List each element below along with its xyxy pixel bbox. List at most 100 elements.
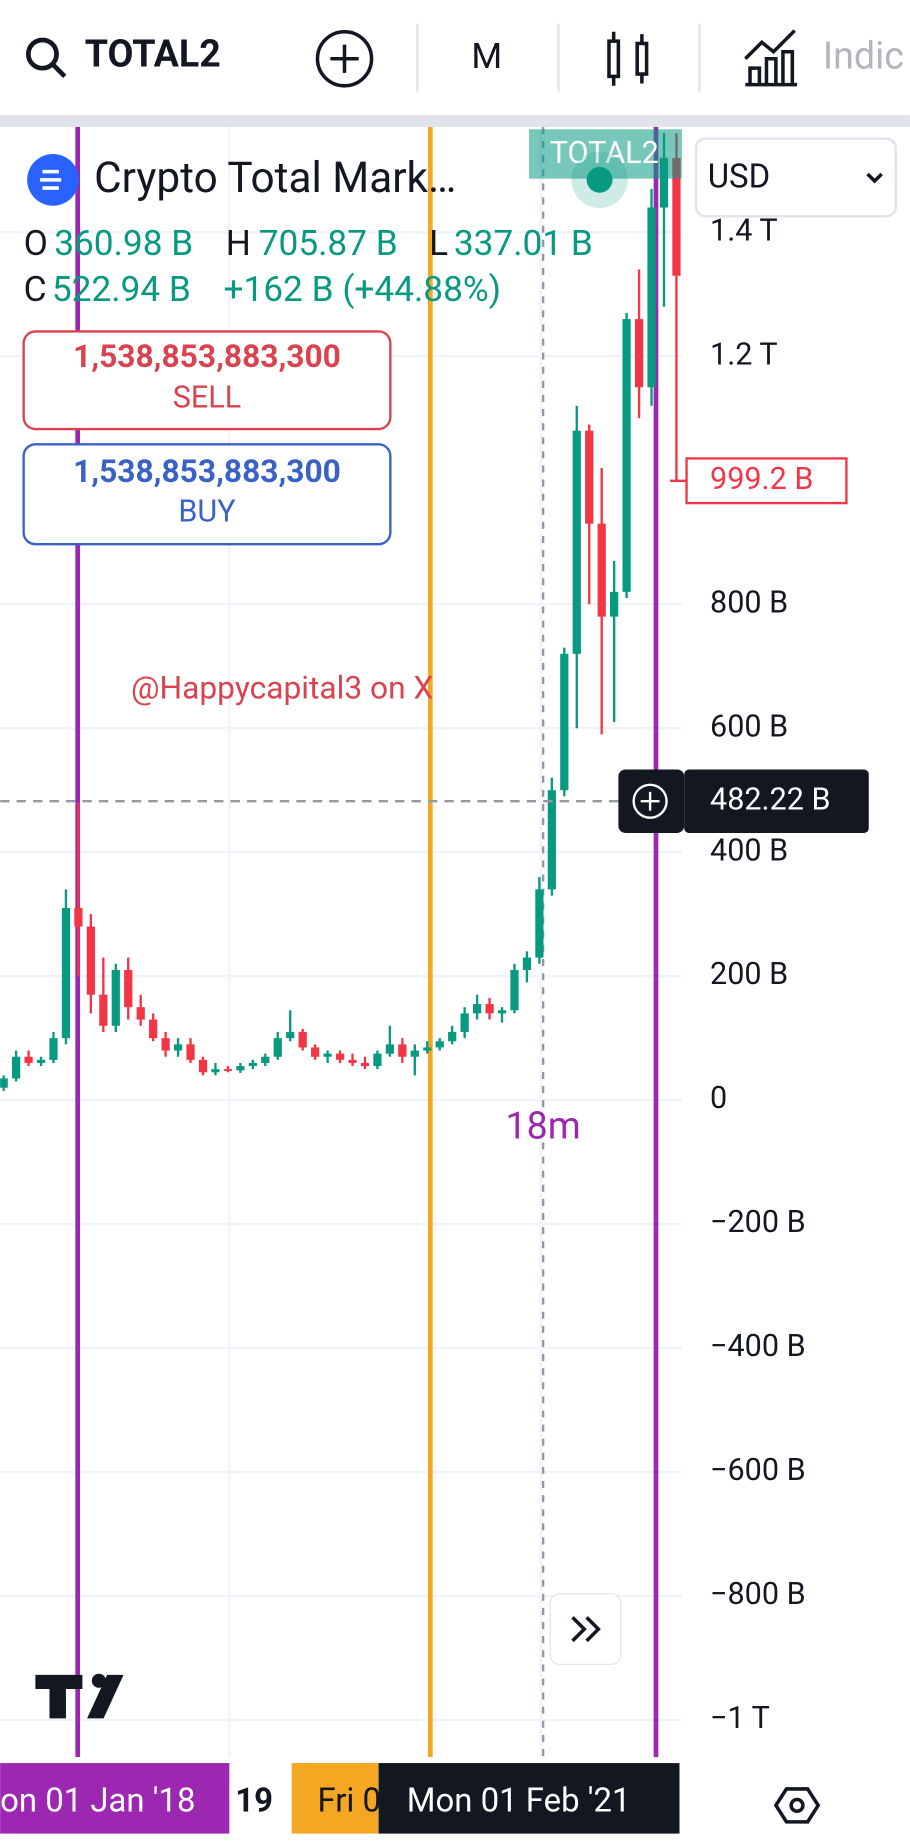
sell-label[interactable]: SELL <box>173 381 241 416</box>
candle-body <box>522 957 532 970</box>
candle-body <box>198 1059 208 1073</box>
candle-body <box>124 969 133 1008</box>
compare-button[interactable] <box>315 29 374 88</box>
plus-icon <box>330 44 359 73</box>
candle-body <box>149 1019 158 1039</box>
candle-body <box>61 907 71 1039</box>
settings-icon <box>773 1787 821 1824</box>
indicators-button[interactable]: Indic <box>744 29 904 87</box>
scroll-icon <box>571 1616 601 1643</box>
y-tick-label: −400 B <box>710 1329 806 1364</box>
indicators-label[interactable]: Indic <box>823 35 904 79</box>
sell-price[interactable]: 1,538,853,883,300 <box>73 338 341 375</box>
candle-body <box>0 1078 8 1088</box>
crosshair-label: 482.22 B <box>710 782 831 817</box>
buy-button[interactable]: 1,538,853,883,300 BUY <box>22 443 392 546</box>
candle-body <box>211 1069 220 1073</box>
crosshair-plus <box>632 783 668 819</box>
annotation: 18m <box>506 1104 581 1148</box>
candle-body <box>136 1007 145 1020</box>
settings-icon <box>789 1797 805 1814</box>
candle-body <box>398 1044 407 1057</box>
candle-icon <box>635 41 649 76</box>
candle-body <box>348 1059 357 1063</box>
crosshair-plus <box>640 791 660 811</box>
time-label: on 01 Jan '18 <box>0 1782 195 1821</box>
y-tick-label: −600 B <box>710 1453 806 1488</box>
y-tick-label: 400 B <box>710 833 788 868</box>
candle-body <box>161 1038 170 1051</box>
candle-body <box>497 1010 507 1014</box>
sell-box <box>22 330 392 431</box>
indicator-icon <box>744 29 798 87</box>
y-tick-label: 0 <box>710 1081 727 1116</box>
time-axis: on 01 Jan '18 19 Fri 0 Mon 01 Feb '21 <box>0 1757 910 1843</box>
candle-body <box>360 1062 370 1067</box>
y-tick-label: 800 B <box>710 585 788 620</box>
toolbar-divider <box>0 115 910 127</box>
buy-box <box>22 443 392 546</box>
y-tick-label: 600 B <box>710 709 788 744</box>
ohlc-key: O <box>24 222 48 264</box>
ohlc-value: 337.01 B <box>454 222 593 264</box>
candle-body <box>460 1013 469 1032</box>
symbol[interactable]: TOTAL2 <box>85 32 221 76</box>
candle-body <box>622 319 631 592</box>
scroll-button[interactable] <box>549 1593 622 1665</box>
sell-button[interactable]: 1,538,853,883,300 SELL <box>22 330 392 431</box>
candle-body <box>323 1053 332 1057</box>
candle-body <box>311 1047 320 1057</box>
candle-body <box>410 1050 419 1057</box>
y-tick-label: 1.4 T <box>710 213 778 248</box>
candle-body <box>36 1059 46 1063</box>
currency-dropdown[interactable]: USD <box>694 137 897 218</box>
ohlc-key: H <box>226 222 251 264</box>
pulse-dot <box>586 166 613 193</box>
candle-body <box>298 1031 307 1048</box>
buy-label[interactable]: BUY <box>178 495 236 530</box>
settings-button[interactable] <box>773 1787 821 1824</box>
candle-body <box>74 907 83 927</box>
candle-body <box>173 1044 183 1051</box>
candle-body <box>99 994 108 1026</box>
candle-body <box>248 1062 257 1067</box>
candle-body <box>448 1031 457 1042</box>
last-price-label: 999.2 B <box>710 462 813 497</box>
candle-body <box>647 207 656 388</box>
candle-body <box>610 591 619 617</box>
candle-body <box>572 430 581 654</box>
time-label: Mon 01 Feb '21 <box>407 1782 631 1821</box>
candle-body <box>373 1053 382 1067</box>
search-icon <box>25 37 59 71</box>
y-tick-label: −1 T <box>710 1701 770 1736</box>
toolbar <box>0 0 910 116</box>
candle-body <box>560 653 569 791</box>
candle-body <box>597 523 606 617</box>
ohlc-value: 705.87 B <box>259 222 398 264</box>
candle-body <box>423 1047 432 1051</box>
chevron <box>866 172 883 184</box>
interval[interactable]: M <box>471 35 502 77</box>
search-button[interactable]: TOTAL2 <box>25 32 221 79</box>
crosshair-label-box <box>684 769 869 833</box>
candle-body <box>435 1041 444 1048</box>
change: +162 B (+44.88%) <box>223 268 501 310</box>
currency[interactable]: USD <box>708 157 770 196</box>
watermark: @Happycapital3 on X <box>131 669 434 706</box>
candle-icon <box>611 31 644 86</box>
candle-body <box>535 889 544 958</box>
candle-body <box>286 1031 295 1039</box>
y-tick-label: 1.2 T <box>710 337 778 372</box>
logo <box>91 1673 106 1688</box>
candle-body <box>273 1038 282 1057</box>
chart-type-button[interactable] <box>607 31 649 86</box>
candle-body <box>585 430 594 524</box>
ohlc-value: 522.94 B <box>52 268 191 310</box>
logo <box>35 1674 124 1719</box>
buy-price[interactable]: 1,538,853,883,300 <box>73 453 341 490</box>
price-axis: 1.4 T 1.2 T 800 B 600 B 400 B 200 B 0 −200 B −40… <box>710 213 806 1736</box>
candle-body <box>186 1044 195 1060</box>
time-label: 19 <box>235 1782 273 1821</box>
